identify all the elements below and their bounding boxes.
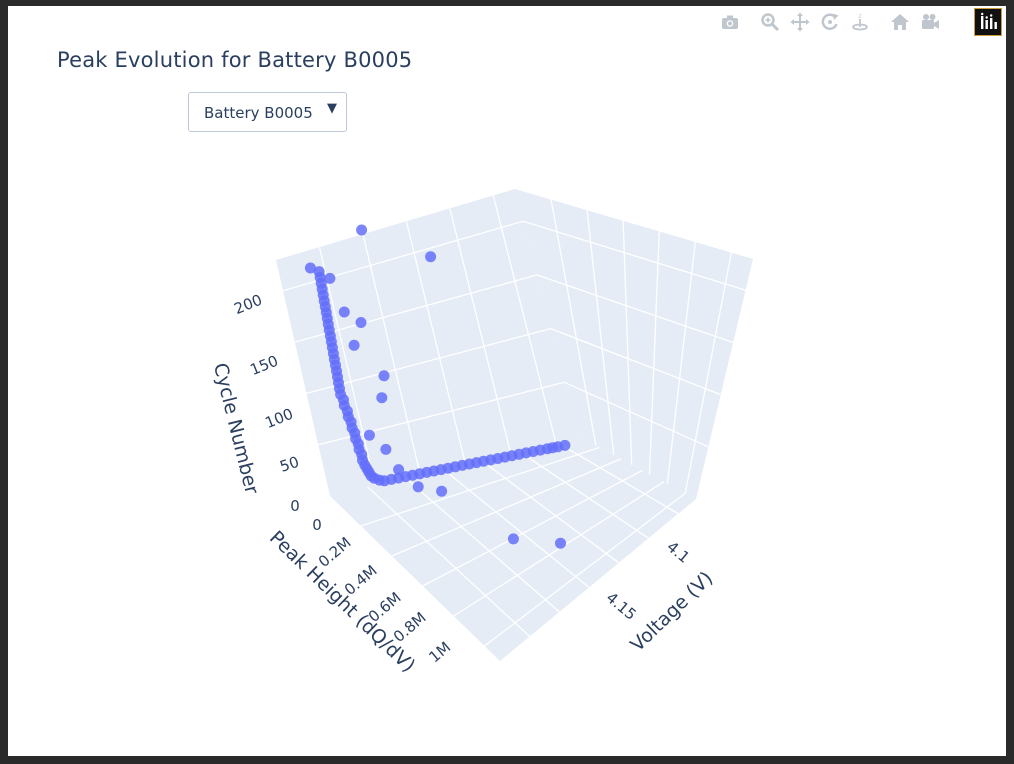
z-tick-100: 100 <box>262 405 295 432</box>
grid-floor-a-5 <box>484 492 686 647</box>
battery-dropdown[interactable]: Battery B0005 ▼ <box>188 92 347 132</box>
x-tick-4.15: 4.15 <box>603 589 640 624</box>
grid-left-v-2 <box>362 234 421 475</box>
dropdown-arrow-icon: ▼ <box>327 101 337 116</box>
x-axis-title: Voltage (V) <box>626 567 717 656</box>
pan-icon[interactable] <box>788 10 812 34</box>
z-tick-200: 200 <box>231 291 264 318</box>
data-point[interactable] <box>507 533 519 545</box>
grid-right-h-2 <box>550 328 722 396</box>
grid-floor-a-3 <box>422 469 643 587</box>
turntable-rotation-icon[interactable]: z <box>848 10 872 34</box>
marks-layer <box>304 224 571 549</box>
grid-floor-b-1 <box>367 486 531 637</box>
grid-right-v-1 <box>550 199 597 446</box>
z-tick-0: 0 <box>290 497 300 515</box>
data-point[interactable] <box>378 370 390 382</box>
data-point[interactable] <box>304 262 316 274</box>
modebar: z <box>716 6 1006 38</box>
data-point[interactable] <box>338 306 350 318</box>
grid-right-h-1 <box>564 381 709 448</box>
chart-title: Peak Evolution for Battery B0005 <box>57 48 413 72</box>
data-point[interactable] <box>412 481 424 493</box>
camera-video-icon[interactable] <box>918 10 942 34</box>
data-point[interactable] <box>393 464 405 476</box>
plot-container: 0 50 100 150 200 0 0.2M 0.4M 0.6M 0.8M 1… <box>8 6 1006 756</box>
grid-right-v-4 <box>648 231 660 475</box>
y-tick-1M: 1M <box>425 638 454 666</box>
data-point[interactable] <box>376 392 388 404</box>
grid-right-v-3 <box>622 220 633 465</box>
chart-svg[interactable]: 0 50 100 150 200 0 0.2M 0.4M 0.6M 0.8M 1… <box>8 6 1006 756</box>
data-point[interactable] <box>363 429 375 441</box>
grid-floor-a-1 <box>360 446 600 527</box>
data-point[interactable] <box>355 317 367 328</box>
svg-text:z: z <box>858 13 861 20</box>
dropdown-selected-value: Battery B0005 <box>204 104 313 122</box>
data-point[interactable] <box>348 339 360 351</box>
z-tick-150: 150 <box>247 352 280 379</box>
data-point[interactable] <box>436 485 448 497</box>
grid-left-v-5 <box>492 195 557 442</box>
grid-floor-b-3 <box>442 468 590 588</box>
grid-left-v-3 <box>405 221 466 464</box>
grid-right-h-3 <box>536 274 734 344</box>
zoom-icon[interactable] <box>758 10 782 34</box>
camera-icon[interactable] <box>718 10 742 34</box>
data-point[interactable] <box>356 224 368 236</box>
grid-floor-a-2 <box>391 458 622 557</box>
data-point[interactable] <box>324 272 336 284</box>
z-axis-title: Cycle Number <box>209 361 263 497</box>
grid-floor-b-4 <box>479 459 620 564</box>
x-tick-4.1: 4.1 <box>663 538 693 567</box>
z-tick-50: 50 <box>278 453 302 476</box>
data-point[interactable] <box>313 266 325 278</box>
data-point[interactable] <box>380 443 392 455</box>
grid-right-v-6 <box>684 252 733 494</box>
y-tick-0: 0 <box>312 516 322 534</box>
grid-floor-b-5 <box>517 450 649 539</box>
back-right-wall <box>515 189 753 499</box>
grid-floor-b-2 <box>404 477 560 613</box>
grid-left-h-3 <box>294 274 538 343</box>
grid-floor-b-6 <box>555 440 679 515</box>
home-icon[interactable] <box>888 10 912 34</box>
data-point[interactable] <box>555 537 566 549</box>
grid-left-v-4 <box>449 208 511 453</box>
orbit-rotation-icon[interactable] <box>818 10 842 34</box>
data-point[interactable] <box>425 251 437 263</box>
grid-right-v-5 <box>666 241 696 484</box>
grid-right-h-4 <box>523 220 746 291</box>
grid-right-v-2 <box>586 210 615 456</box>
grid-left-h-2 <box>306 327 551 395</box>
grid-left-v-1 <box>318 246 376 486</box>
plotly-logo-icon[interactable] <box>974 8 1002 36</box>
grid-floor-a-4 <box>453 481 665 617</box>
